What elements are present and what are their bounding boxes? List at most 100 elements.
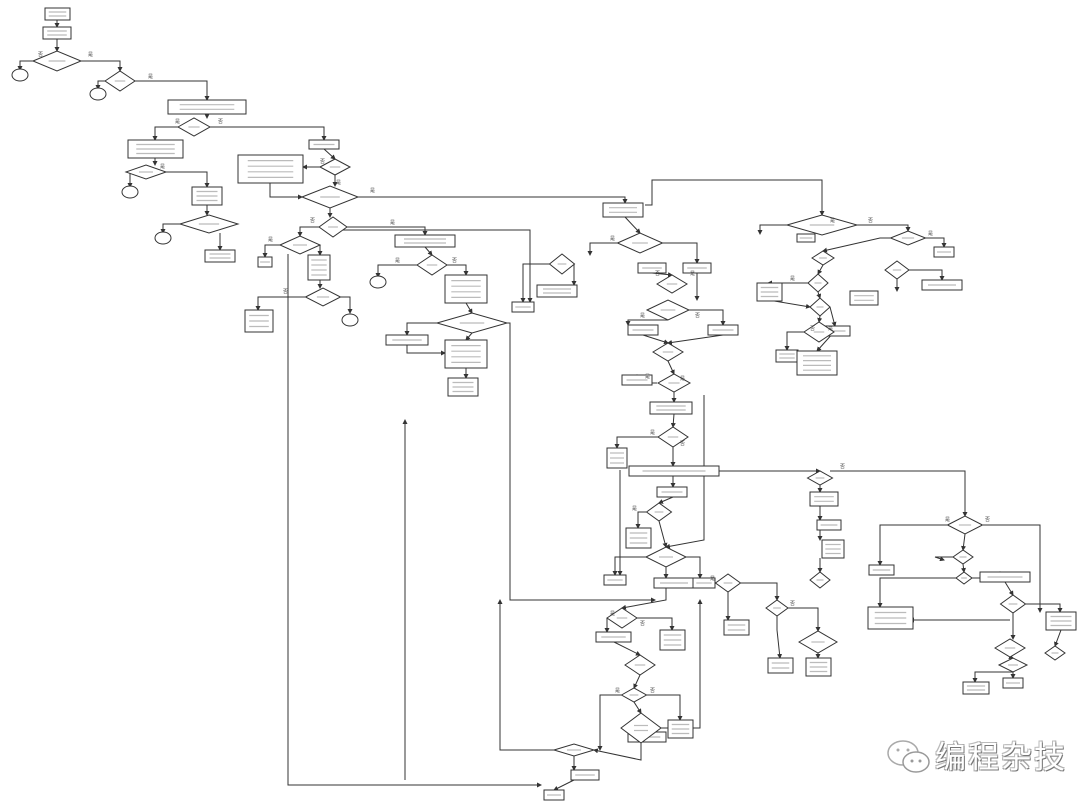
flow-connector xyxy=(614,436,658,449)
flow-connector xyxy=(645,179,825,216)
flow-connector xyxy=(297,226,319,237)
flow-connector xyxy=(269,183,303,200)
flow-connector xyxy=(447,264,469,276)
flow-connector xyxy=(961,563,966,573)
branch-label-yes: 是 xyxy=(615,688,620,694)
branch-label-no: 否 xyxy=(695,313,700,319)
process-box xyxy=(723,619,750,636)
branch-label-yes: 是 xyxy=(945,517,950,523)
flow-connector xyxy=(152,126,178,141)
flow-connector xyxy=(323,148,336,160)
branch-label-yes: 是 xyxy=(690,271,695,277)
flow-connector xyxy=(406,345,446,356)
flow-connector xyxy=(686,556,703,579)
branch-label-no: 否 xyxy=(38,52,43,58)
flow-connector xyxy=(126,171,133,188)
branch-label-yes: 是 xyxy=(610,611,615,617)
process-box xyxy=(42,26,72,40)
branch-label-yes: 是 xyxy=(88,52,93,58)
flow-connector xyxy=(925,237,947,248)
flow-connector xyxy=(934,556,953,562)
branch-label-yes: 是 xyxy=(640,313,645,319)
branch-label-yes: 是 xyxy=(395,258,400,264)
flow-connector xyxy=(95,80,105,90)
terminal-node xyxy=(89,87,107,101)
flow-connector xyxy=(262,244,280,258)
flow-connector xyxy=(404,322,437,336)
branch-label-yes: 是 xyxy=(175,119,180,125)
process-box xyxy=(767,657,794,674)
process-box xyxy=(307,254,331,281)
flow-connector xyxy=(857,224,911,232)
process-box xyxy=(602,202,644,218)
flow-connector xyxy=(642,334,669,345)
flow-connector xyxy=(983,524,1043,613)
flow-connector xyxy=(822,237,890,253)
process-box xyxy=(394,234,456,248)
flow-connector xyxy=(658,520,668,548)
flow-connector xyxy=(553,779,575,791)
flow-connector xyxy=(597,694,622,751)
flow-connector xyxy=(757,224,787,235)
branch-label-yes: 是 xyxy=(650,430,655,436)
flow-connector xyxy=(497,599,554,751)
branch-label-no: 否 xyxy=(868,218,873,224)
flow-connector xyxy=(972,671,1013,683)
flow-connector xyxy=(788,607,821,632)
terminal-node xyxy=(341,313,359,327)
process-box xyxy=(536,284,578,298)
flow-connector xyxy=(1054,629,1062,647)
flow-connector xyxy=(465,332,473,341)
branch-label-no: 否 xyxy=(320,159,325,165)
flow-connector xyxy=(166,171,210,188)
flow-connector xyxy=(665,395,705,549)
process-box xyxy=(444,339,488,369)
flow-connector xyxy=(877,577,956,608)
flow-connector xyxy=(17,60,33,71)
flow-connector xyxy=(784,331,804,351)
process-box xyxy=(44,7,71,21)
flow-connector xyxy=(255,296,305,311)
branch-label-no: 否 xyxy=(218,119,223,125)
branch-label-yes: 是 xyxy=(790,276,795,282)
flow-connector xyxy=(817,264,824,275)
branch-label-no: 否 xyxy=(810,326,815,332)
branch-label-no: 否 xyxy=(840,464,845,470)
branch-label-yes: 是 xyxy=(148,74,153,80)
branch-label-yes: 是 xyxy=(928,231,933,237)
branch-label-yes: 是 xyxy=(268,237,273,243)
flow-connector xyxy=(465,302,473,314)
flow-connector xyxy=(621,588,667,610)
flow-connector xyxy=(587,242,618,256)
flow-connector xyxy=(633,701,642,714)
flow-connector xyxy=(961,533,966,551)
branch-label-no: 否 xyxy=(640,621,645,627)
branch-label-no: 否 xyxy=(655,271,660,277)
flow-connector xyxy=(507,322,656,603)
flow-connector xyxy=(160,223,180,234)
flow-connector xyxy=(135,80,210,101)
process-box xyxy=(204,249,236,263)
branch-label-no: 否 xyxy=(650,688,655,694)
flow-connector xyxy=(625,319,668,326)
flow-connector xyxy=(210,126,327,141)
branch-label-yes: 是 xyxy=(680,376,685,382)
terminal-node xyxy=(11,68,29,82)
flow-connector xyxy=(624,216,641,234)
flow-connector xyxy=(909,269,945,281)
branch-label-yes: 是 xyxy=(645,374,650,380)
branch-label-no: 否 xyxy=(310,218,315,224)
branch-label-no: 否 xyxy=(680,441,685,447)
terminal-node xyxy=(369,275,387,289)
flow-connector xyxy=(375,264,417,278)
flow-connector xyxy=(612,556,646,576)
process-box xyxy=(849,290,879,306)
flow-connector xyxy=(1025,603,1063,613)
flow-connector xyxy=(637,617,675,631)
branch-label-yes: 是 xyxy=(830,218,835,224)
branch-label-no: 否 xyxy=(790,601,795,607)
flow-connector xyxy=(662,242,700,264)
branch-label-no: 否 xyxy=(283,289,288,295)
branch-label-yes: 是 xyxy=(160,164,165,170)
process-box xyxy=(167,99,247,115)
